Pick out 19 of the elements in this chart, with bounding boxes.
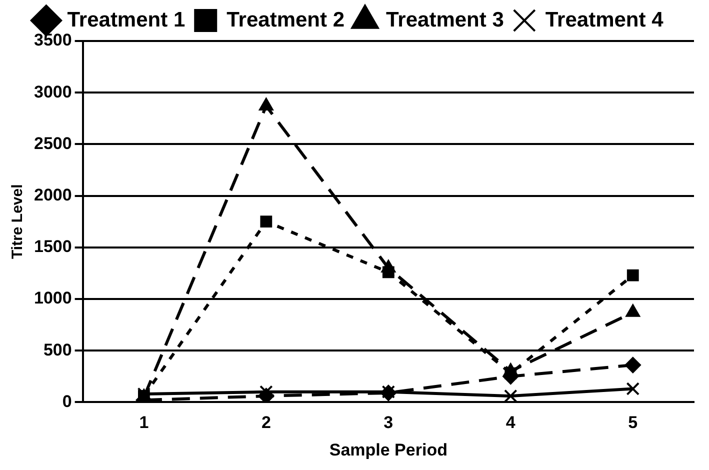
y-tick-label: 3500	[34, 30, 72, 50]
legend-label: Treatment 4	[545, 8, 664, 32]
y-tick-label: 1000	[34, 288, 72, 308]
legend-label: Treatment 1	[67, 8, 186, 32]
y-tick-label: 2000	[34, 185, 72, 204]
y-tick-label: 3000	[34, 82, 72, 102]
y-axis-title: Titre Level	[9, 184, 26, 259]
x-tick-label: 1	[139, 413, 149, 432]
x-tick-label: 5	[628, 413, 638, 432]
legend-label: Treatment 3	[386, 8, 504, 32]
y-tick-label: 0	[62, 392, 72, 411]
legend-label: Treatment 2	[226, 8, 345, 32]
x-tick-label: 4	[506, 413, 516, 432]
y-tick-label: 1500	[34, 237, 72, 256]
y-tick-label: 2500	[34, 134, 72, 153]
x-tick-label: 2	[261, 413, 271, 432]
x-axis-title: Sample Period	[329, 440, 448, 460]
x-tick-label: 3	[384, 413, 394, 432]
y-tick-label: 500	[43, 340, 72, 360]
